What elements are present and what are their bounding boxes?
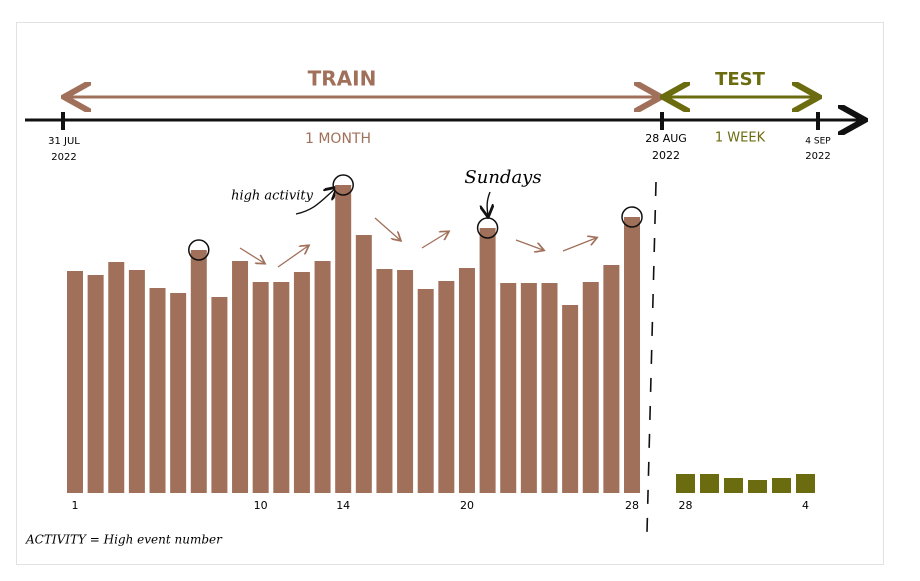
- annotation: high activity: [231, 189, 313, 204]
- bar: [603, 265, 620, 493]
- bar: [417, 289, 434, 493]
- bar: [67, 271, 83, 493]
- bar: [211, 297, 228, 493]
- bar: [376, 269, 393, 493]
- highlight-circle: [188, 239, 210, 261]
- x-tick-label: 1: [72, 499, 79, 512]
- date-day: 31 JUL: [48, 136, 80, 147]
- x-tick-label: 14: [336, 499, 350, 512]
- bar: [170, 293, 187, 493]
- trend-arrow: [421, 232, 448, 249]
- bar: [724, 478, 743, 493]
- trend-arrow: [277, 246, 308, 268]
- bar: [293, 272, 310, 493]
- bar: [562, 305, 579, 493]
- bar: [252, 282, 269, 493]
- x-tick-label: 28: [625, 499, 639, 512]
- bar: [87, 275, 104, 493]
- x-tick-label: 20: [460, 499, 474, 512]
- trend-arrow: [374, 217, 400, 240]
- test-label: TEST: [715, 69, 766, 90]
- date-year: 2022: [652, 149, 680, 162]
- x-tick-label: 10: [254, 499, 268, 512]
- bar: [335, 185, 352, 493]
- trend-arrow: [562, 238, 596, 252]
- bar: [232, 261, 249, 493]
- bar: [748, 480, 767, 493]
- train-label: TRAIN: [308, 67, 377, 91]
- bar: [796, 474, 815, 493]
- split-line: [646, 181, 657, 533]
- bar: [458, 268, 475, 493]
- bar: [273, 282, 290, 493]
- highlight-circle: [621, 206, 643, 228]
- x-tick-label: 4: [802, 499, 809, 512]
- train-duration: 1 MONTH: [305, 131, 371, 147]
- bar: [500, 283, 517, 493]
- date-day: 4 SEP: [805, 137, 831, 147]
- trend-arrow: [239, 247, 264, 263]
- bar: [541, 283, 558, 493]
- annotation: Sundays: [464, 167, 541, 188]
- bar: [582, 282, 599, 493]
- annotation-arrow: [487, 191, 490, 216]
- date-day: 28 AUG: [645, 132, 687, 145]
- bar: [190, 250, 207, 493]
- bar: [397, 270, 414, 493]
- highlight-circle: [332, 174, 354, 196]
- x-tick-label: 28: [679, 499, 693, 512]
- bar: [520, 283, 537, 493]
- bar: [314, 261, 331, 493]
- footnote: ACTIVITY = High event number: [25, 533, 223, 547]
- bar: [108, 262, 125, 493]
- bar: [624, 217, 641, 493]
- bar: [438, 281, 455, 493]
- bar: [700, 474, 719, 493]
- annotation-arrow: [295, 188, 336, 215]
- bar: [479, 228, 496, 493]
- bar: [355, 235, 372, 493]
- bar: [149, 288, 166, 493]
- bar: [676, 474, 695, 493]
- test-duration: 1 WEEK: [715, 131, 766, 146]
- date-year: 2022: [805, 151, 830, 162]
- highlight-circle: [476, 217, 499, 239]
- bar: [128, 270, 145, 493]
- trend-arrow: [515, 239, 543, 250]
- date-year: 2022: [51, 152, 76, 163]
- bar: [772, 478, 791, 493]
